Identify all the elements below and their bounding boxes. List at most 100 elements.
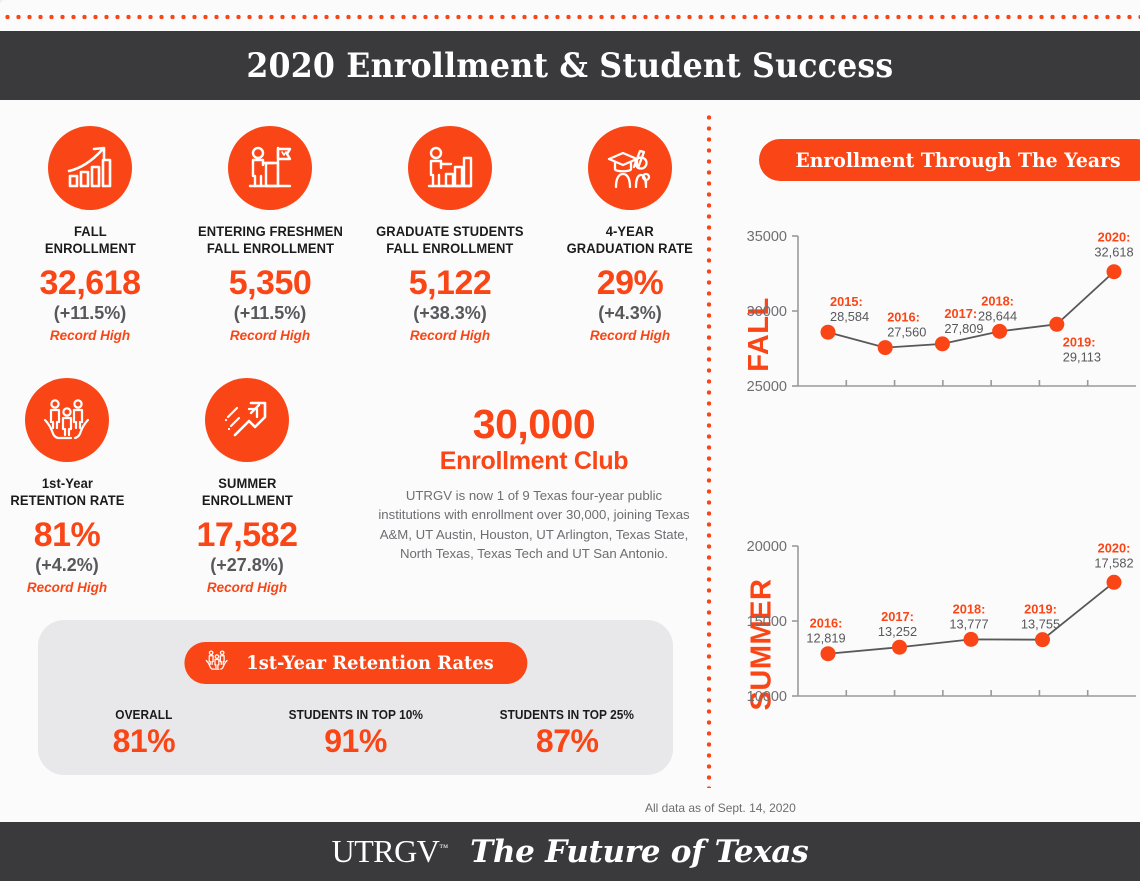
svg-text:2019:: 2019: (1063, 334, 1096, 349)
svg-text:13,755: 13,755 (1021, 617, 1060, 632)
stat-value: 5,350 (228, 263, 312, 302)
stat-entering-freshmen: ENTERING FRESHMEN FALL ENROLLMENT 5,350 … (180, 126, 360, 343)
stat-label-line2: ENROLLMENT (201, 492, 293, 508)
svg-text:28,584: 28,584 (830, 309, 869, 324)
stat-fall-enrollment: FALL ENROLLMENT 32,618 (+11.5%) Record H… (0, 126, 180, 343)
stat-label-line2: FALL ENROLLMENT (386, 240, 514, 256)
svg-text:2020:: 2020: (1098, 230, 1131, 245)
person-presenting-bar-chart-icon (408, 126, 492, 210)
footer-tagline: The Future of Texas (470, 833, 809, 870)
svg-text:35000: 35000 (747, 229, 787, 245)
retention-column-value: 91% (324, 723, 387, 759)
svg-text:2018:: 2018: (953, 601, 986, 616)
stat-label-line2: GRADUATION RATE (566, 240, 694, 256)
retention-rates-card: 1st-Year Retention Rates OVERALL 81% STU… (38, 620, 673, 775)
page-title: 2020 Enrollment & Student Success (246, 45, 894, 86)
hands-holding-people-icon (25, 378, 109, 462)
stats-row-2: 1st-Year RETENTION RATE 81% (+4.2%) Reco… (0, 378, 337, 595)
club-number: 30,000 (472, 401, 596, 447)
retention-column-top25: STUDENTS IN TOP 25% 87% (461, 708, 673, 760)
person-flag-podium-icon (228, 126, 312, 210)
stat-note: Record High (26, 579, 108, 595)
svg-text:27,560: 27,560 (887, 325, 926, 340)
stat-delta: (+11.5%) (233, 302, 307, 323)
svg-text:2019:: 2019: (1024, 602, 1057, 617)
rising-arrows-icon (205, 378, 289, 462)
club-subtitle: Enrollment Club (439, 447, 629, 475)
retention-column-value: 81% (112, 723, 176, 759)
stat-label: GRADUATE STUDENTS FALL ENROLLMENT (376, 224, 524, 258)
stat-label: SUMMER ENROLLMENT (202, 476, 293, 510)
chart-fall-plot: 25000 30000 35000 2015:28,584 2016:27,560 201… (747, 229, 1136, 395)
stat-label-line1: 4-YEAR (605, 224, 655, 239)
top-dotted-divider (0, 14, 1140, 20)
club-description: UTRGV is now 1 of 9 Texas four-year publ… (378, 487, 690, 562)
svg-text:30000: 30000 (747, 304, 787, 320)
stat-delta: (+4.2%) (35, 554, 99, 575)
svg-text:2015:: 2015: (830, 294, 863, 309)
svg-text:32,618: 32,618 (1094, 245, 1133, 260)
stat-label-line2: ENROLLMENT (44, 240, 136, 256)
chart-summer-enrollment: SUMMER 10000 15000 20000 2016: 12,819 2017: 13… (740, 538, 1140, 718)
header-bar: 2020 Enrollment & Student Success (0, 31, 1140, 100)
stat-label: FALL ENROLLMENT (45, 224, 136, 258)
svg-text:2018:: 2018: (981, 293, 1014, 308)
utrgv-logo-text: UTRGV (331, 833, 440, 869)
svg-text:2016:: 2016: (810, 616, 843, 631)
stat-note: Record High (229, 327, 311, 343)
svg-text:13,252: 13,252 (878, 624, 917, 639)
retention-column-label: STUDENTS IN TOP 25% (499, 708, 635, 722)
stat-delta: (+11.5%) (53, 302, 127, 323)
svg-text:28,644: 28,644 (978, 308, 1017, 323)
retention-column-overall: OVERALL 81% (38, 708, 250, 760)
stats-row-1: FALL ENROLLMENT 32,618 (+11.5%) Record H… (0, 126, 720, 343)
stat-note: Record High (206, 579, 288, 595)
stat-label-line1: 1st-Year (41, 476, 93, 491)
stat-label: 1st-Year RETENTION RATE (10, 476, 124, 510)
charts-section-pill: Enrollment Through The Years (759, 139, 1140, 181)
retention-column-top10: STUDENTS IN TOP 10% 91% (250, 708, 462, 760)
stat-value: 17,582 (196, 515, 299, 554)
hands-holding-people-icon (204, 648, 229, 678)
svg-text:27,809: 27,809 (944, 321, 983, 336)
stat-graduate-students: GRADUATE STUDENTS FALL ENROLLMENT 5,122 … (360, 126, 540, 343)
growth-chart-arrow-icon (48, 126, 132, 210)
stat-retention-rate: 1st-Year RETENTION RATE 81% (+4.2%) Reco… (0, 378, 157, 595)
retention-columns: OVERALL 81% STUDENTS IN TOP 10% 91% STUD… (38, 708, 673, 760)
stat-label-line1: SUMMER (217, 476, 277, 491)
stat-delta: (+4.3%) (598, 302, 662, 323)
stat-label: ENTERING FRESHMEN FALL ENROLLMENT (198, 224, 343, 258)
retention-rates-pill: 1st-Year Retention Rates (183, 642, 528, 684)
charts-section-title: Enrollment Through The Years (795, 148, 1121, 172)
stat-note: Record High (409, 327, 491, 343)
svg-text:25000: 25000 (747, 379, 787, 395)
retention-column-label: OVERALL (115, 708, 173, 722)
chart-summer-plot: 10000 15000 20000 2016:12,819 2017:13,252 201… (747, 539, 1136, 705)
stat-label-line1: FALL (73, 224, 107, 239)
utrgv-logo: UTRGV™ (332, 833, 449, 870)
graduate-cap-diploma-icon (588, 126, 672, 210)
footer-bar: UTRGV™ The Future of Texas (0, 822, 1140, 881)
stat-value: 5,122 (408, 263, 492, 302)
stat-summer-enrollment: SUMMER ENROLLMENT 17,582 (+27.8%) Record… (157, 378, 337, 595)
stat-label-line2: FALL ENROLLMENT (206, 240, 334, 256)
stat-note: Record High (49, 327, 131, 343)
svg-text:13,777: 13,777 (949, 616, 988, 631)
svg-text:15000: 15000 (747, 614, 787, 630)
retention-column-value: 87% (535, 723, 599, 759)
retention-column-label: STUDENTS IN TOP 10% (288, 708, 423, 722)
svg-text:10000: 10000 (747, 689, 787, 705)
stat-note: Record High (589, 327, 671, 343)
stat-label-line2: RETENTION RATE (9, 492, 125, 508)
stat-delta: (+38.3%) (413, 302, 487, 323)
stat-label-line1: GRADUATE STUDENTS (376, 224, 524, 239)
svg-text:29,113: 29,113 (1063, 349, 1101, 364)
trademark-mark: ™ (439, 842, 449, 853)
svg-text:20000: 20000 (747, 539, 787, 555)
stat-label-line1: ENTERING FRESHMEN (197, 224, 343, 239)
svg-text:17,582: 17,582 (1094, 555, 1133, 570)
svg-text:2017:: 2017: (881, 609, 914, 624)
stat-value: 29% (596, 263, 664, 302)
retention-pill-title: 1st-Year Retention Rates (245, 652, 494, 674)
